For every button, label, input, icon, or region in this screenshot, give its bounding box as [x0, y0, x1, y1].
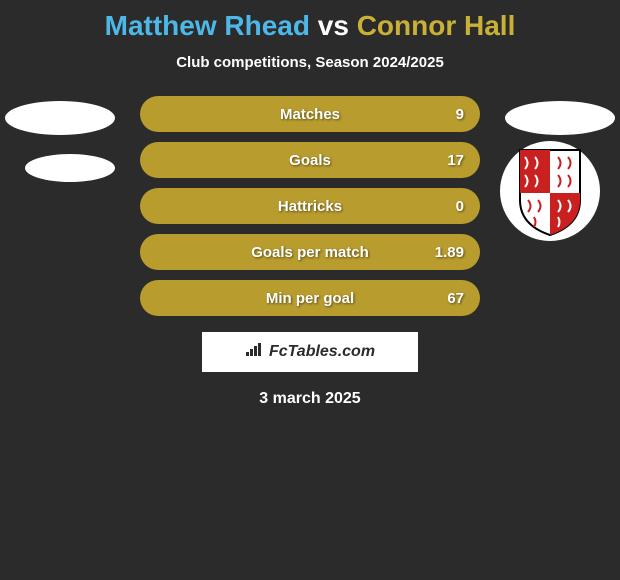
content-area: Matches 9 Goals 17 Hattricks 0 Goals per… — [0, 96, 620, 408]
stat-value: 67 — [447, 290, 464, 307]
player1-ellipse-small — [25, 154, 115, 182]
comparison-title: Matthew Rhead vs Connor Hall — [0, 0, 620, 42]
stats-bars: Matches 9 Goals 17 Hattricks 0 Goals per… — [140, 96, 480, 316]
footer-text: FcTables.com — [269, 343, 375, 361]
stat-label: Hattricks — [278, 198, 342, 215]
player2-ellipse — [505, 101, 615, 135]
stat-label: Goals per match — [251, 244, 369, 261]
player1-name: Matthew Rhead — [105, 10, 310, 41]
footer-attribution: FcTables.com — [202, 332, 418, 372]
stat-value: 17 — [447, 152, 464, 169]
shield-icon — [510, 145, 590, 237]
stat-label: Goals — [289, 152, 331, 169]
vs-text: vs — [318, 10, 349, 41]
stat-value: 1.89 — [435, 244, 464, 261]
date-text: 3 march 2025 — [0, 390, 620, 408]
subtitle: Club competitions, Season 2024/2025 — [0, 54, 620, 71]
stat-bar: Goals per match 1.89 — [140, 234, 480, 270]
club-badge — [500, 141, 600, 241]
stat-value: 0 — [456, 198, 464, 215]
stat-value: 9 — [456, 106, 464, 123]
stat-bar: Min per goal 67 — [140, 280, 480, 316]
stat-label: Matches — [280, 106, 340, 123]
stat-label: Min per goal — [266, 290, 354, 307]
stat-bar: Matches 9 — [140, 96, 480, 132]
player1-ellipse — [5, 101, 115, 135]
stat-bar: Goals 17 — [140, 142, 480, 178]
player2-name: Connor Hall — [357, 10, 516, 41]
chart-icon — [245, 343, 263, 362]
stat-bar: Hattricks 0 — [140, 188, 480, 224]
